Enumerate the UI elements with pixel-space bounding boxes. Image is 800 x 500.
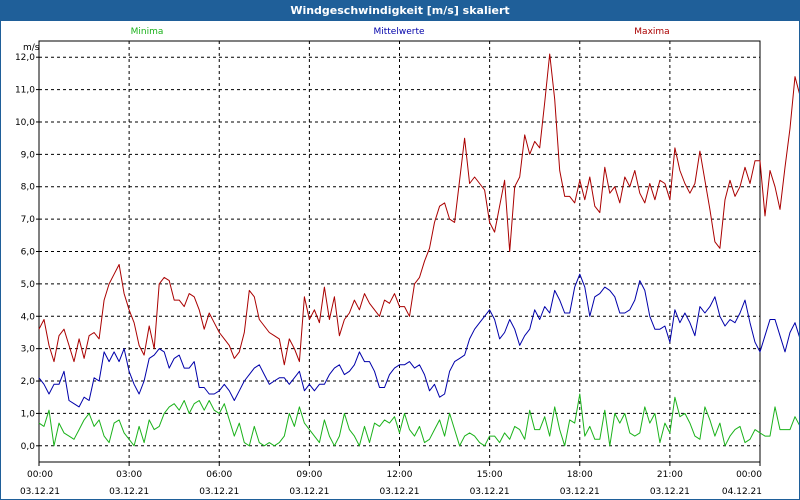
y-tick-label: 0,0 xyxy=(21,442,36,452)
grid-lines xyxy=(39,41,760,462)
x-tick-time: 18:00 xyxy=(567,470,593,480)
y-tick-label: 4,0 xyxy=(21,312,36,322)
y-axis: 0,0 1,0 2,0 3,0 4,0 5,0 6,0 7,0 8,0 9,0 10,0 11,0 12… xyxy=(15,53,39,452)
x-tick-date: 03.12.21 xyxy=(470,487,510,497)
legend-maxima: Maxima xyxy=(634,27,669,37)
x-tick-date: 03.12.21 xyxy=(560,487,600,497)
x-tick-time: 12:00 xyxy=(387,470,413,480)
x-tick-date: 03.12.21 xyxy=(199,487,239,497)
y-tick-label: 1,0 xyxy=(21,409,36,419)
x-tick-time: 03:00 xyxy=(116,470,142,480)
chart-title: Windgeschwindigkeit [m/s] skaliert xyxy=(1,1,799,21)
x-tick-date: 03.12.21 xyxy=(379,487,419,497)
x-tick-time: 00:00 xyxy=(27,470,53,480)
y-tick-label: 10,0 xyxy=(15,118,35,128)
x-tick-date: 03.12.21 xyxy=(650,487,690,497)
y-tick-label: 5,0 xyxy=(21,280,36,290)
x-tick-time: 09:00 xyxy=(296,470,322,480)
legend-mittelwerte: Mittelwerte xyxy=(373,27,424,37)
x-tick-time: 00:00 xyxy=(736,470,762,480)
series-group xyxy=(38,53,799,447)
y-tick-label: 8,0 xyxy=(21,183,36,193)
y-tick-label: 7,0 xyxy=(21,215,36,225)
y-tick-label: 11,0 xyxy=(15,86,35,96)
x-tick-date: 03.12.21 xyxy=(289,487,329,497)
x-tick-date: 03.12.21 xyxy=(20,487,60,497)
x-tick-time: 21:00 xyxy=(657,470,683,480)
y-tick-label: 2,0 xyxy=(21,377,36,387)
x-tick-date: 03.12.21 xyxy=(109,487,149,497)
y-tick-label: 12,0 xyxy=(15,53,35,63)
y-tick-label: 6,0 xyxy=(21,248,36,258)
x-axis: 00:00 03.12.21 03:00 03.12.21 06:00 03.12.21 0… xyxy=(20,462,762,497)
legend-minima: Minima xyxy=(131,27,164,37)
x-tick-date: 04.12.21 xyxy=(722,487,762,497)
series-line-maxima xyxy=(38,53,799,366)
y-axis-label: m/s xyxy=(23,43,40,53)
x-tick-time: 15:00 xyxy=(477,470,503,480)
x-tick-time: 06:00 xyxy=(206,470,232,480)
y-tick-label: 3,0 xyxy=(21,345,36,355)
y-tick-label: 9,0 xyxy=(21,150,36,160)
series-line-mittelwerte xyxy=(38,273,799,408)
series-line-minima xyxy=(38,393,799,447)
